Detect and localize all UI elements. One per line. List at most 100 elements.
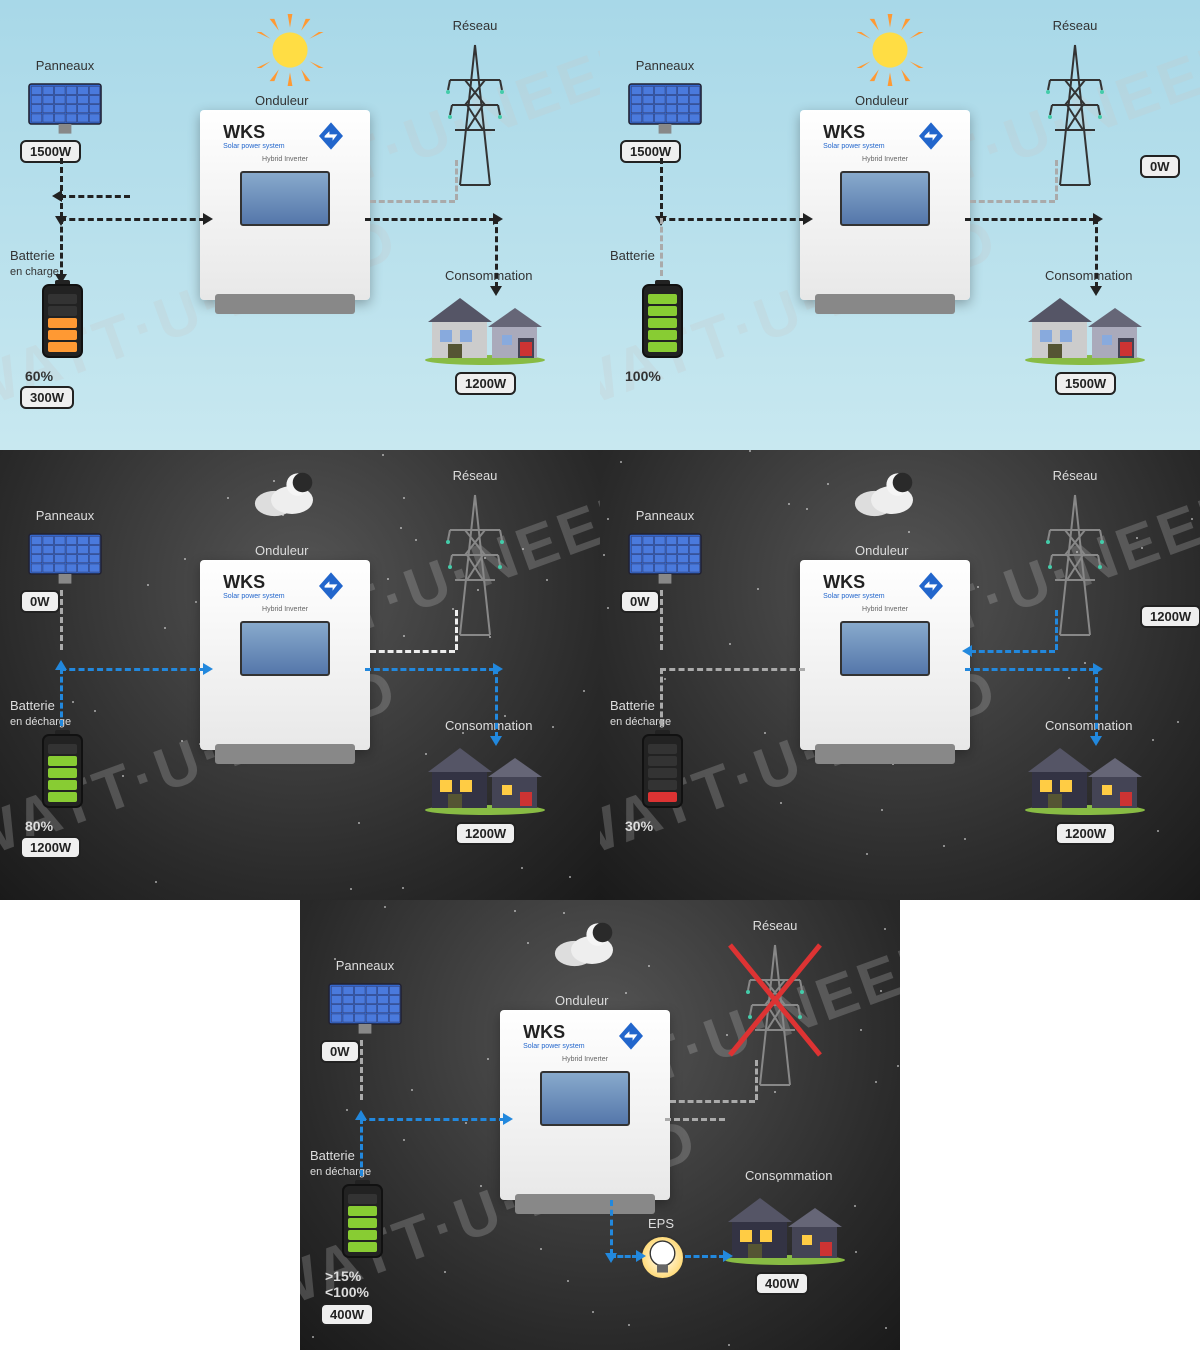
consumption-label: Consommation [1045,718,1132,733]
grid-label: Réseau [740,918,810,933]
inverter-label: Onduleur [855,93,908,108]
flow-line [455,610,458,650]
battery-pct-label: 30% [625,818,695,834]
panels-label: Panneaux [630,508,700,523]
flow-line [60,668,205,671]
panels-label: Panneaux [30,508,100,523]
consumption-value-badge: 1200W [455,822,516,845]
consumption-value-badge: 400W [755,1272,809,1295]
flow-line [610,1255,638,1258]
sun-icon [250,10,330,90]
consumption-value-badge: 1200W [455,372,516,395]
house-icon [720,1190,850,1265]
eps-label: EPS [648,1216,674,1231]
consumption-value-badge: 1500W [1055,372,1116,395]
bulb-icon [642,1237,683,1278]
inverter-device: WKSSolar power system Hybrid Inverter [800,560,970,750]
flow-line [965,668,1095,671]
consumption-label: Consommation [1045,268,1132,283]
flow-line [670,1100,755,1103]
inverter-label: Onduleur [555,993,608,1008]
battery-label: Batterieen décharge [610,698,700,728]
battery-label: Batterieen décharge [10,698,100,728]
battery-pct-label: 100% [625,368,695,384]
inverter-device: WKSSolar power system Hybrid Inverter [200,560,370,750]
battery-icon [40,280,85,360]
inverter-device: WKSSolar power system Hybrid Inverter [500,1010,670,1200]
grid-label: Réseau [440,468,510,483]
flow-line [495,668,498,738]
battery-icon [640,730,685,810]
flow-line [60,218,63,276]
grid-label: Réseau [1040,468,1110,483]
flow-line [1055,160,1058,200]
flow-line [60,195,130,198]
consumption-label: Consommation [745,1168,832,1183]
flow-line [360,1040,363,1100]
flow-line [660,158,663,218]
grid-value-badge: 0W [1140,155,1180,178]
battery-icon [340,1180,385,1260]
flow-line [370,200,455,203]
battery-value-badge: 300W [20,386,74,409]
solar-panel-icon [25,80,105,136]
flow-line [360,1118,505,1121]
flow-line [1055,610,1058,650]
battery-value-badge: 400W [320,1303,374,1326]
flow-line [660,218,663,276]
inverter-device: WKSSolar power system Hybrid Inverter [200,110,370,300]
scenario-s3: WATT·U·NEED WATT·U·NEED Panneaux 0W Ondu… [0,450,600,900]
flow-arrow-icon [490,286,502,296]
flow-line [660,668,663,726]
panels-label: Panneaux [30,58,100,73]
flow-line [660,590,663,650]
panels-value-badge: 0W [620,590,660,613]
consumption-label: Consommation [445,718,532,733]
house-icon [1020,740,1150,815]
flow-line [455,160,458,200]
panels-value-badge: 0W [320,1040,360,1063]
flow-line [1095,668,1098,738]
flow-line [365,218,495,221]
moon-icon [250,465,320,521]
eps-icon [640,1235,685,1280]
row-3: WATT·U·NEED WATT·U·NEED Panneaux 0W Ondu… [0,900,1200,1350]
flow-arrow-icon [503,1113,513,1125]
panels-label: Panneaux [630,58,700,73]
inverter-label: Onduleur [255,543,308,558]
flow-arrow-icon [962,645,972,657]
grid-crossed-icon [725,940,825,1060]
battery-icon [40,730,85,810]
panels-value-badge: 1500W [620,140,681,163]
panels-value-badge: 0W [20,590,60,613]
scenario-s2: WATT·U·NEED WATT·U·NEED Panneaux 1500W O… [600,0,1200,450]
row-2: WATT·U·NEED WATT·U·NEED Panneaux 0W Ondu… [0,450,1200,900]
flow-arrow-icon [490,736,502,746]
row-1: WATT·U·NEED WATT·U·NEED Panneaux 1500W O… [0,0,1200,450]
grid-tower-icon [440,490,510,640]
scenario-s4: WATT·U·NEED WATT·U·NEED Panneaux 0W Ondu… [600,450,1200,900]
flow-line [60,218,205,221]
flow-line [60,590,63,650]
flow-arrow-icon [52,190,62,202]
grid-label: Réseau [1040,18,1110,33]
grid-tower-icon [440,40,510,190]
flow-line [660,668,805,671]
flow-arrow-icon [723,1250,733,1262]
flow-line [610,1200,613,1255]
panels-label: Panneaux [330,958,400,973]
battery-pct-label: 80% [25,818,95,834]
flow-arrow-icon [55,274,67,284]
solar-panel-icon [625,80,705,136]
flow-line [370,650,455,653]
grid-tower-icon [1040,40,1110,190]
solar-panel-icon [625,530,705,586]
battery-pct-label: 60% [25,368,95,384]
battery-pct-label: >15%<100% [325,1268,395,1300]
grid-tower-icon [1040,490,1110,640]
moon-icon [550,915,620,971]
flow-line [665,1118,725,1121]
consumption-value-badge: 1200W [1055,822,1116,845]
flow-arrow-icon [203,213,213,225]
battery-value-badge: 1200W [20,836,81,859]
